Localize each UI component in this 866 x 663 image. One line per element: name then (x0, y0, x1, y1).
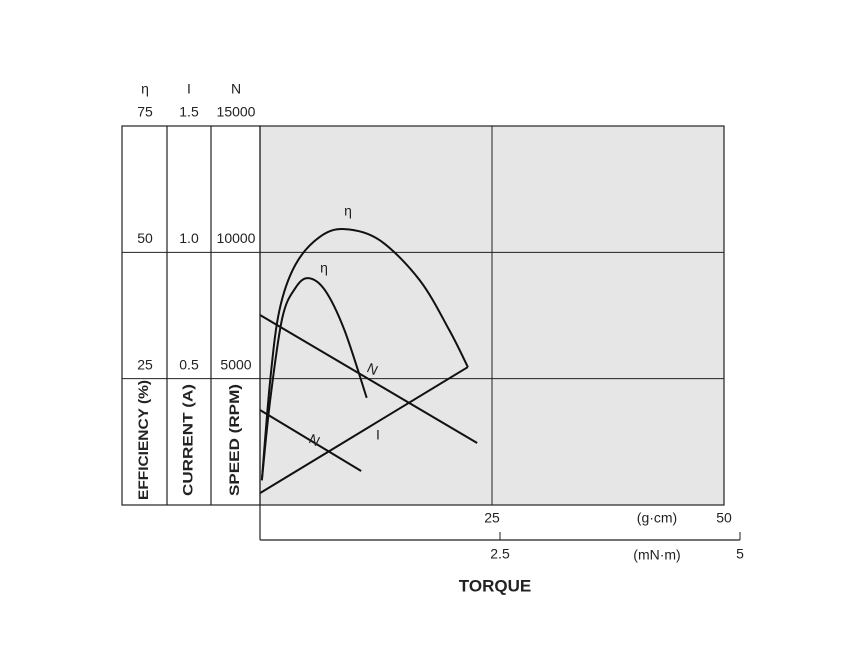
y-tick-label: 0.5 (179, 356, 199, 372)
axis-symbol: η (141, 81, 149, 97)
x-tick-label: 25 (484, 510, 500, 526)
y-axis-title: SPEED (RPM) (226, 384, 242, 496)
axis-table (121, 125, 261, 506)
x-tick-label: 50 (716, 510, 732, 526)
curve-label: η (344, 203, 352, 219)
x2-unit: (mN·m) (633, 547, 680, 563)
curve (259, 314, 478, 444)
y-tick-label: 75 (137, 104, 153, 120)
x-axis-title: TORQUE (459, 576, 531, 595)
axis-symbol: N (231, 81, 241, 97)
y-tick-label: 5000 (220, 356, 251, 372)
y-tick-label: 1.5 (179, 104, 199, 120)
x2-tick-label: 5 (736, 546, 744, 562)
y-tick-label: 25 (137, 356, 153, 372)
y-tick-label: 10000 (217, 230, 256, 246)
axis-symbol: I (187, 81, 191, 97)
y-axis-title: EFFICIENCY (%) (135, 380, 151, 500)
y-tick-label: 1.0 (179, 230, 199, 246)
curve (259, 409, 362, 472)
curve (260, 228, 469, 481)
curve (259, 366, 469, 494)
y-tick-label: 50 (137, 230, 153, 246)
x2-tick-label: 2.5 (490, 546, 510, 562)
curve-label: η (320, 260, 328, 276)
curve-label: I (376, 427, 380, 443)
y-tick-label: 15000 (217, 104, 256, 120)
y-axis-title: CURRENT (A) (180, 384, 196, 496)
curve (260, 277, 368, 481)
x-unit: (g·cm) (637, 510, 677, 526)
